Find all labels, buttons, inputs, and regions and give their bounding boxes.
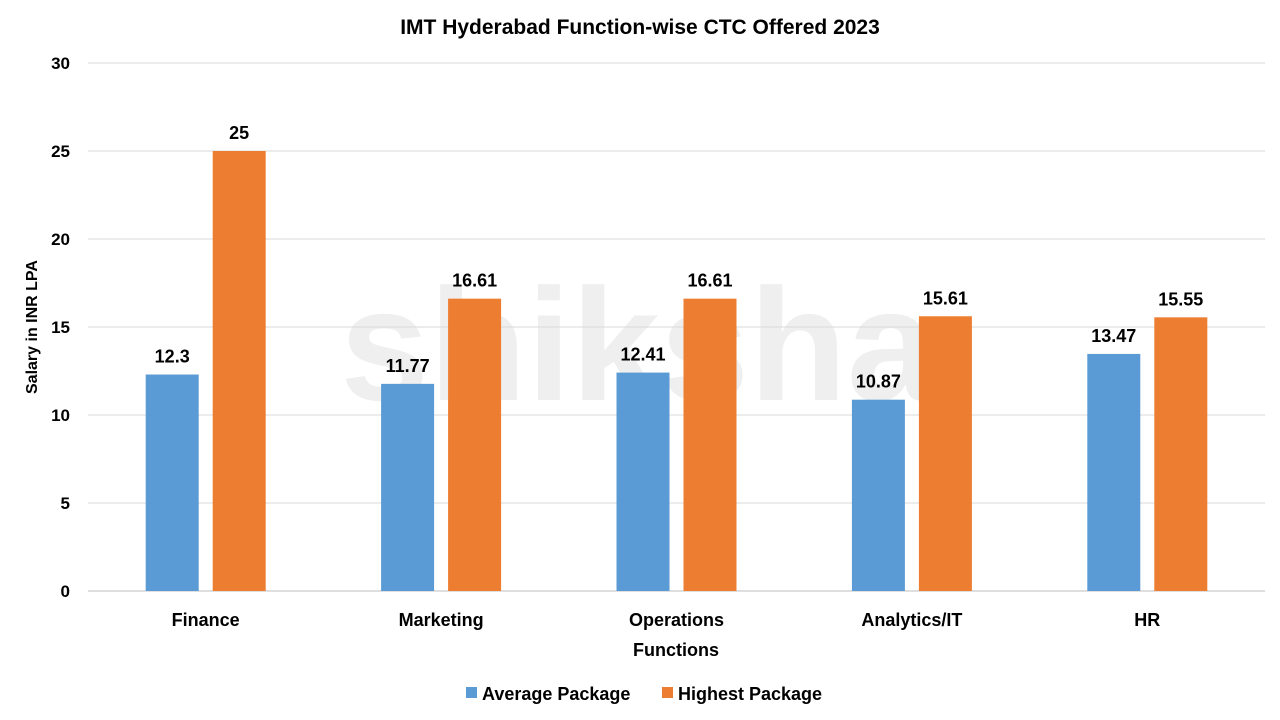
legend-label: Average Package: [482, 684, 630, 704]
data-label: 25: [229, 123, 249, 143]
y-axis-label: Salary in INR LPA: [24, 260, 41, 394]
x-tick-label: Finance: [172, 610, 240, 630]
data-label: 12.3: [155, 347, 190, 367]
legend-label: Highest Package: [678, 684, 822, 704]
legend-swatch: [466, 687, 477, 698]
chart-title: IMT Hyderabad Function-wise CTC Offered …: [400, 16, 880, 39]
data-label: 10.87: [856, 372, 901, 392]
bar-average-package: [1087, 353, 1141, 591]
y-tick-label: 30: [51, 54, 70, 73]
x-tick-label: HR: [1134, 610, 1160, 630]
data-label: 13.47: [1091, 326, 1136, 346]
bar-highest-package: [212, 151, 266, 591]
y-tick-label: 10: [51, 406, 70, 425]
data-label: 11.77: [386, 356, 430, 376]
bar-highest-package: [1154, 317, 1208, 591]
x-tick-label: Marketing: [399, 610, 484, 630]
legend-swatch: [662, 687, 673, 698]
data-label: 16.61: [687, 271, 732, 291]
y-tick-label: 15: [51, 318, 70, 337]
y-tick-label: 5: [61, 494, 70, 513]
x-tick-label: Analytics/IT: [861, 610, 962, 630]
bar-highest-package: [918, 316, 972, 591]
bar-average-package: [145, 374, 199, 591]
data-label: 16.61: [452, 271, 497, 291]
bar-highest-package: [683, 298, 737, 591]
y-tick-label: 25: [51, 142, 70, 161]
bar-average-package: [381, 383, 435, 591]
y-tick-label: 0: [61, 582, 70, 601]
bar-average-package: [851, 399, 905, 591]
x-axis-label: Functions: [633, 640, 719, 660]
bar-highest-package: [448, 298, 502, 591]
bar-average-package: [616, 372, 670, 591]
data-label: 15.55: [1158, 289, 1203, 309]
data-label: 15.61: [923, 288, 968, 308]
x-tick-label: Operations: [629, 610, 724, 630]
y-tick-label: 20: [51, 230, 70, 249]
data-label: 12.41: [620, 345, 665, 365]
